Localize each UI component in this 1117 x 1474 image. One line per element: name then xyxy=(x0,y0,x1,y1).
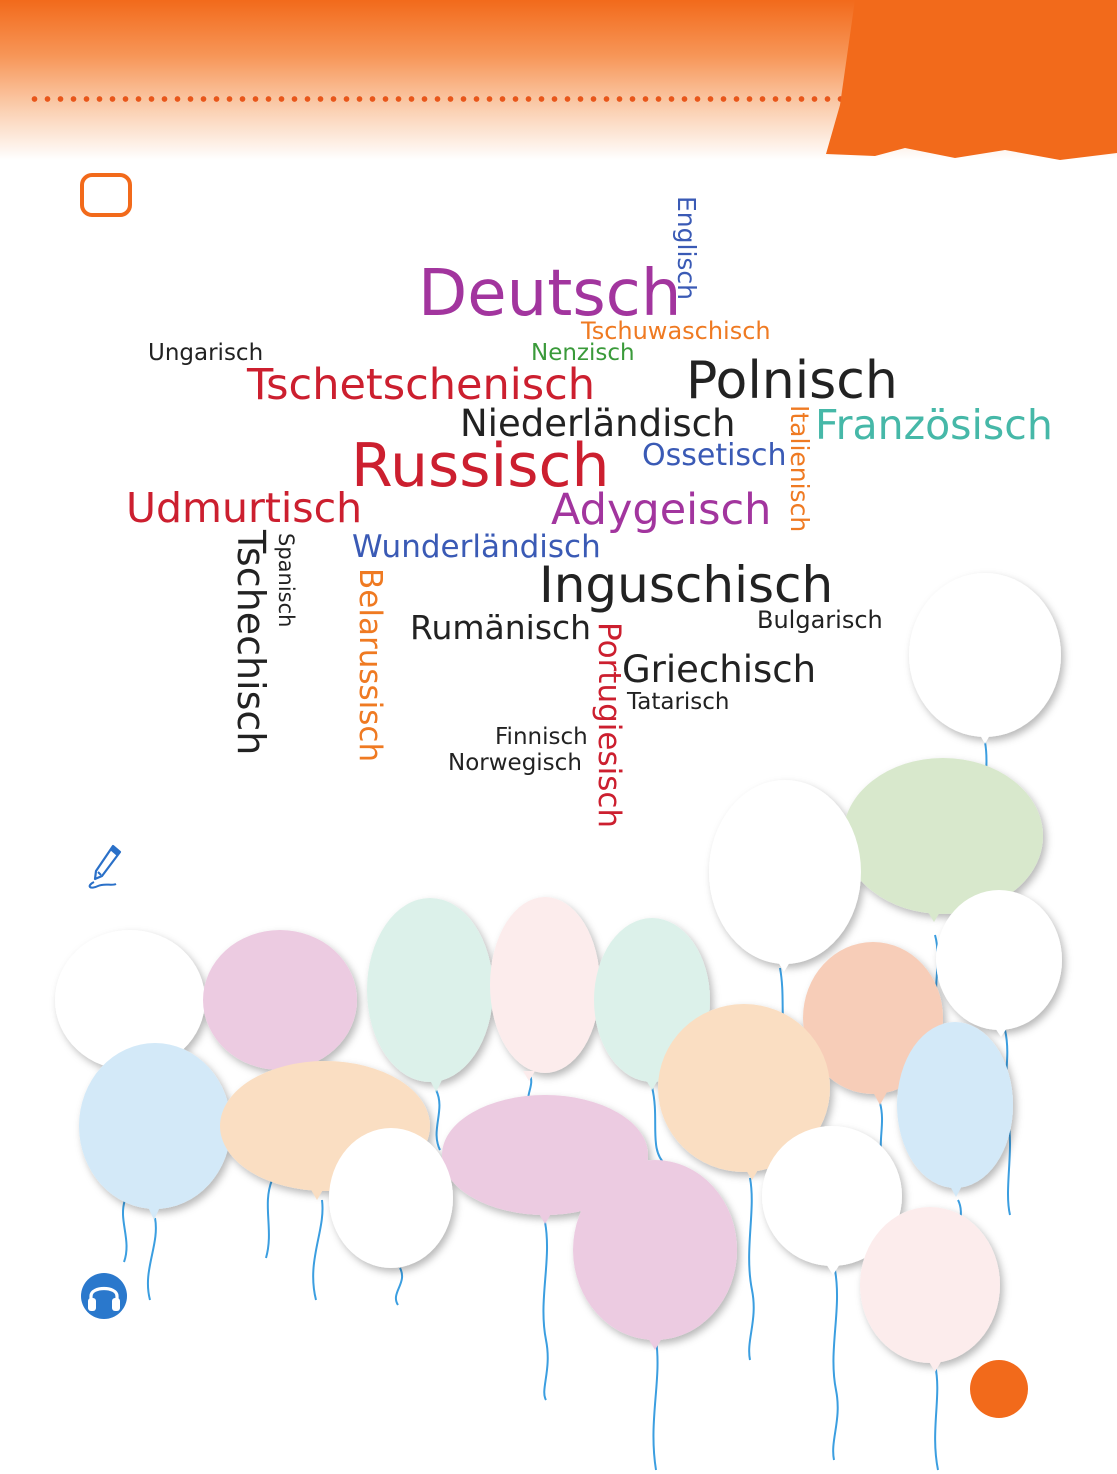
page-number-dot xyxy=(970,1360,1028,1418)
word-ungarisch: Ungarisch xyxy=(148,340,264,366)
word-bulgarisch: Bulgarisch xyxy=(757,606,883,634)
word-russisch: Russisch xyxy=(351,431,610,501)
dotted-rule xyxy=(28,95,843,103)
word-wunderlaendisch: Wunderländisch xyxy=(352,529,601,565)
word-tschetschenisch: Tschetschenisch xyxy=(247,360,596,410)
word-norwegisch: Norwegisch xyxy=(448,750,582,776)
exercise-number-box xyxy=(80,173,132,217)
word-niederlaendisch: Niederländisch xyxy=(460,402,736,445)
headphones-icon xyxy=(81,1273,127,1319)
word-rumaenisch: Rumänisch xyxy=(410,608,592,647)
word-griechisch: Griechisch xyxy=(622,648,817,691)
word-inguschisch: Inguschisch xyxy=(539,556,834,614)
word-polnisch: Polnisch xyxy=(686,351,898,411)
word-udmurtisch: Udmurtisch xyxy=(126,484,363,532)
word-nenzisch: Nenzisch xyxy=(531,340,635,366)
word-tschuwaschisch: Tschuwaschisch xyxy=(581,317,771,345)
pencil-icon xyxy=(88,844,122,889)
word-finnisch: Finnisch xyxy=(495,724,588,750)
word-deutsch: Deutsch xyxy=(418,257,682,331)
orange-corner-tab xyxy=(826,0,1117,160)
word-adygeisch: Adygeisch xyxy=(551,485,772,535)
word-ossetisch: Ossetisch xyxy=(642,438,787,473)
word-tatarisch: Tatarisch xyxy=(627,689,730,715)
word-franzoesisch: Französisch xyxy=(815,401,1053,449)
